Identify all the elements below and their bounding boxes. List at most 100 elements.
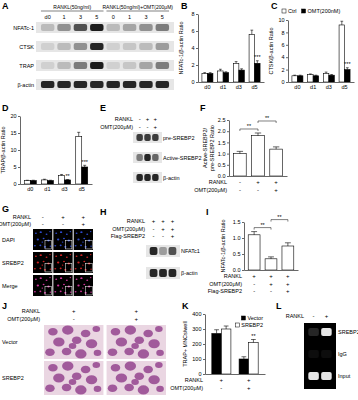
- membrane: [36, 22, 174, 33]
- y-tick: 200: [192, 341, 205, 347]
- condition-sign: +: [171, 233, 175, 239]
- band: [123, 24, 136, 31]
- membrane: [36, 79, 174, 90]
- significance-bracket: [240, 129, 258, 131]
- cell: [124, 384, 134, 392]
- error-bar: [219, 69, 222, 71]
- band: [74, 24, 87, 31]
- band: [41, 62, 54, 69]
- cell: [69, 343, 77, 349]
- cell: [43, 238, 45, 240]
- band: [144, 134, 150, 141]
- condition-label: OMT(200μM): [7, 316, 40, 322]
- micrograph: [33, 252, 52, 273]
- x-tick: d5: [79, 186, 85, 192]
- cell: [156, 350, 164, 356]
- y-tick-mark: [227, 142, 229, 143]
- y-tick-mark: [196, 82, 198, 83]
- row-label: Merge: [2, 283, 18, 289]
- condition-sign: +: [161, 226, 165, 232]
- band: [150, 247, 158, 255]
- marks: [248, 232, 294, 270]
- significance-label: ***: [344, 61, 351, 67]
- condition-sign: +: [252, 273, 256, 279]
- band: [156, 24, 169, 31]
- condition-sign: +: [82, 221, 86, 227]
- cell: [62, 264, 64, 265]
- x-tick: d3: [62, 186, 68, 192]
- cell: [90, 269, 92, 270]
- row-label: β-actin: [163, 175, 180, 181]
- cell: [60, 245, 62, 247]
- band: [308, 350, 319, 358]
- row-label: NFATc1: [181, 248, 200, 254]
- cell: [111, 328, 121, 336]
- band: [90, 81, 103, 88]
- error-bar: [330, 74, 333, 76]
- y-axis-line: [244, 223, 245, 271]
- y-tick: 8: [281, 30, 288, 36]
- row-label: SREBP2: [2, 260, 24, 266]
- cell: [49, 277, 51, 278]
- cell: [53, 373, 64, 382]
- legend-swatch: [241, 316, 245, 320]
- y-tick-mark: [196, 48, 198, 49]
- cell: [57, 285, 59, 287]
- cell: [90, 246, 92, 247]
- band: [321, 372, 332, 380]
- band: [169, 247, 177, 255]
- bar: [313, 76, 319, 82]
- cell: [148, 375, 159, 384]
- error-bar: [43, 179, 46, 181]
- lane-label: d0: [45, 14, 51, 20]
- bar: [339, 25, 345, 82]
- y-tick: 0: [191, 79, 198, 85]
- y-tick: 300: [192, 326, 205, 332]
- cell: [77, 262, 79, 264]
- cell: [49, 254, 51, 255]
- inset-frame: [45, 241, 52, 249]
- y-tick-mark: [286, 57, 288, 58]
- error-bar: [32, 180, 35, 181]
- panel-label: C: [271, 1, 278, 11]
- band: [123, 43, 136, 50]
- band: [156, 81, 169, 88]
- bar: [252, 136, 265, 176]
- y-tick-mark: [203, 344, 205, 345]
- marks: [234, 133, 283, 176]
- band: [106, 43, 119, 50]
- bar: [218, 71, 224, 82]
- cell: [70, 269, 72, 270]
- y-axis: 0246810: [278, 17, 288, 85]
- column-header: RANKL(50ng/ml): [53, 4, 91, 10]
- lane-label: 3: [79, 14, 82, 20]
- condition-sign: +: [269, 281, 273, 287]
- cell: [116, 373, 127, 382]
- x-axis: [245, 270, 299, 271]
- band: [41, 43, 54, 50]
- y-tick-label: 8: [281, 30, 284, 36]
- error-bar: [83, 165, 86, 167]
- micrograph: [53, 252, 72, 273]
- y-tick-label: 6: [281, 42, 284, 48]
- cell: [62, 287, 64, 288]
- condition-sign: -: [253, 281, 255, 287]
- condition-sign: +: [274, 179, 278, 185]
- chart-panel: K0100200300400TRAP+ MNCs/well**RANKL++OM…: [170, 301, 265, 391]
- condition-label: OMT(200μM): [170, 385, 203, 391]
- column-header-rule: [41, 11, 104, 12]
- y-axis-title: NFATc-1/β-actin Ratio: [220, 219, 226, 272]
- inset-frame: [65, 287, 72, 295]
- bar: [212, 334, 222, 375]
- y-tick: 6: [191, 28, 198, 34]
- chart-panel: C0246810d0d1d3d5CTSK/β-actin Ratio***Ctr…: [268, 1, 355, 90]
- condition-label: RANKL: [13, 214, 31, 220]
- micrograph: [74, 252, 93, 273]
- y-tick: 100: [192, 356, 205, 362]
- cell: [76, 278, 78, 280]
- cell: [69, 379, 77, 385]
- y-tick-mark: [286, 70, 288, 71]
- condition-sign: +: [286, 288, 290, 294]
- y-tick-label: 8: [191, 11, 194, 17]
- cell: [75, 349, 86, 358]
